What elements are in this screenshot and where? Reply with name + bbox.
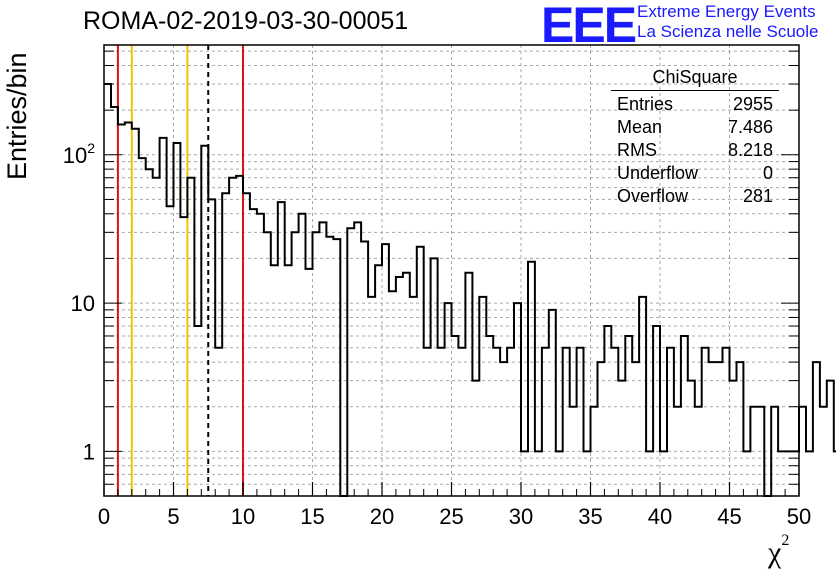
x-tick-label: 40 <box>648 504 672 529</box>
stats-row-mean: Mean 7.486 <box>611 116 779 139</box>
x-tick-label: 25 <box>439 504 463 529</box>
stats-row-entries: Entries 2955 <box>611 93 779 116</box>
stats-label: Mean <box>617 117 663 137</box>
x-tick-label: 45 <box>717 504 741 529</box>
stats-title: ChiSquare <box>611 67 779 91</box>
x-tick-label: 10 <box>231 504 255 529</box>
stats-label: RMS <box>617 140 657 160</box>
stats-label: Overflow <box>617 186 689 206</box>
x-tick-label: 50 <box>787 504 811 529</box>
y-axis-label: Entries/bin <box>2 52 32 180</box>
stats-row-rms: RMS 8.218 <box>611 139 779 162</box>
y-tick-label: 1 <box>83 439 95 464</box>
x-tick-label: 5 <box>167 504 179 529</box>
stats-value: 281 <box>742 186 773 206</box>
x-tick-label: 30 <box>509 504 533 529</box>
x-tick-label: 15 <box>300 504 324 529</box>
x-tick-label: 20 <box>370 504 394 529</box>
stats-label: Underflow <box>617 163 699 183</box>
y-tick-label: 102 <box>63 140 95 168</box>
x-axis-label: χ2 <box>768 532 790 569</box>
logo-text-line1: Extreme Energy Events <box>637 2 816 21</box>
stats-value: 2955 <box>732 94 773 114</box>
stats-box: ChiSquare Entries 2955 Mean 7.486 RMS 8.… <box>611 67 779 208</box>
stats-value: 8.218 <box>727 140 773 160</box>
stats-value: 0 <box>762 163 773 183</box>
logo-mark: EEE <box>541 0 637 53</box>
stats-row-underflow: Underflow 0 <box>611 162 779 185</box>
x-tick-label: 35 <box>578 504 602 529</box>
axis-ticks <box>103 50 800 497</box>
histogram-line <box>104 83 836 497</box>
tick-labels: 0 5 10 15 20 25 30 35 40 45 50 1 10 102 <box>63 140 812 529</box>
chart-title: ROMA-02-2019-03-30-00051 <box>83 7 409 35</box>
x-tick-label: 0 <box>98 504 110 529</box>
y-tick-label: 10 <box>71 291 95 316</box>
stats-label: Entries <box>617 94 674 114</box>
marker-lines <box>116 45 244 496</box>
logo-text-line2: La Scienza nelle Scuole <box>637 22 819 41</box>
stats-value: 7.486 <box>727 117 773 137</box>
stats-row-overflow: Overflow 281 <box>611 185 779 208</box>
